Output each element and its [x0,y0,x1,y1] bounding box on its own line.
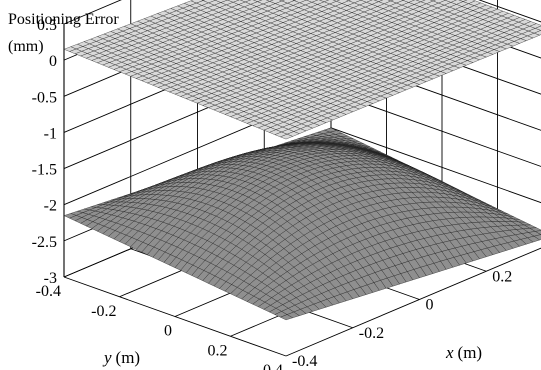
tick-labels: 0.50-0.5-1-1.5-2-2.5-3-0.4-0.200.20.4-0.… [32,17,513,370]
z-axis-label-line1: Positioning Error [8,11,119,28]
x-axis-variable: x [445,343,454,362]
y-tick-label: 0.2 [208,342,228,359]
side-wall-gridline [478,0,541,23]
z-tick-label: -2.5 [32,234,57,251]
z-tick-label: 0 [49,53,57,70]
x-axis-label: x (m) [445,343,482,362]
z-tick-label: -0.5 [32,89,57,106]
surface-series-2 [63,127,541,321]
z-tick-label: -1 [44,125,57,142]
z-tick-label: 0.5 [37,17,57,34]
y-axis-label: y (m) [102,348,140,367]
x-tick-label: 0 [426,297,434,314]
y-tick-label: 0.4 [263,362,283,370]
x-axis-unit: (m) [458,343,483,362]
surface-cell [279,314,294,321]
z-tick-label: -3 [44,270,57,287]
back-wall-gridline [63,0,122,25]
z-axis-label-line2: (mm) [8,38,44,55]
axis-labels: Positioning Error (mm) y (m) x (m) [8,11,482,367]
floor-gridline [285,247,541,357]
x-tick-label: -0.2 [359,325,384,342]
surface-series-1 [63,0,541,140]
y-axis-variable: y [102,348,112,367]
surface-cell [279,134,294,140]
z-tick-label: -1.5 [32,162,57,179]
x-tick-label: -0.4 [292,353,317,370]
surfaces [63,0,541,321]
y-axis-unit: (m) [116,348,141,367]
x-tick-label: 0.2 [492,268,512,285]
z-tick-label: -2 [44,198,57,215]
y-tick-label: 0 [164,323,172,340]
y-tick-label: -0.2 [91,303,116,320]
y-tick-label: -0.4 [36,283,61,300]
